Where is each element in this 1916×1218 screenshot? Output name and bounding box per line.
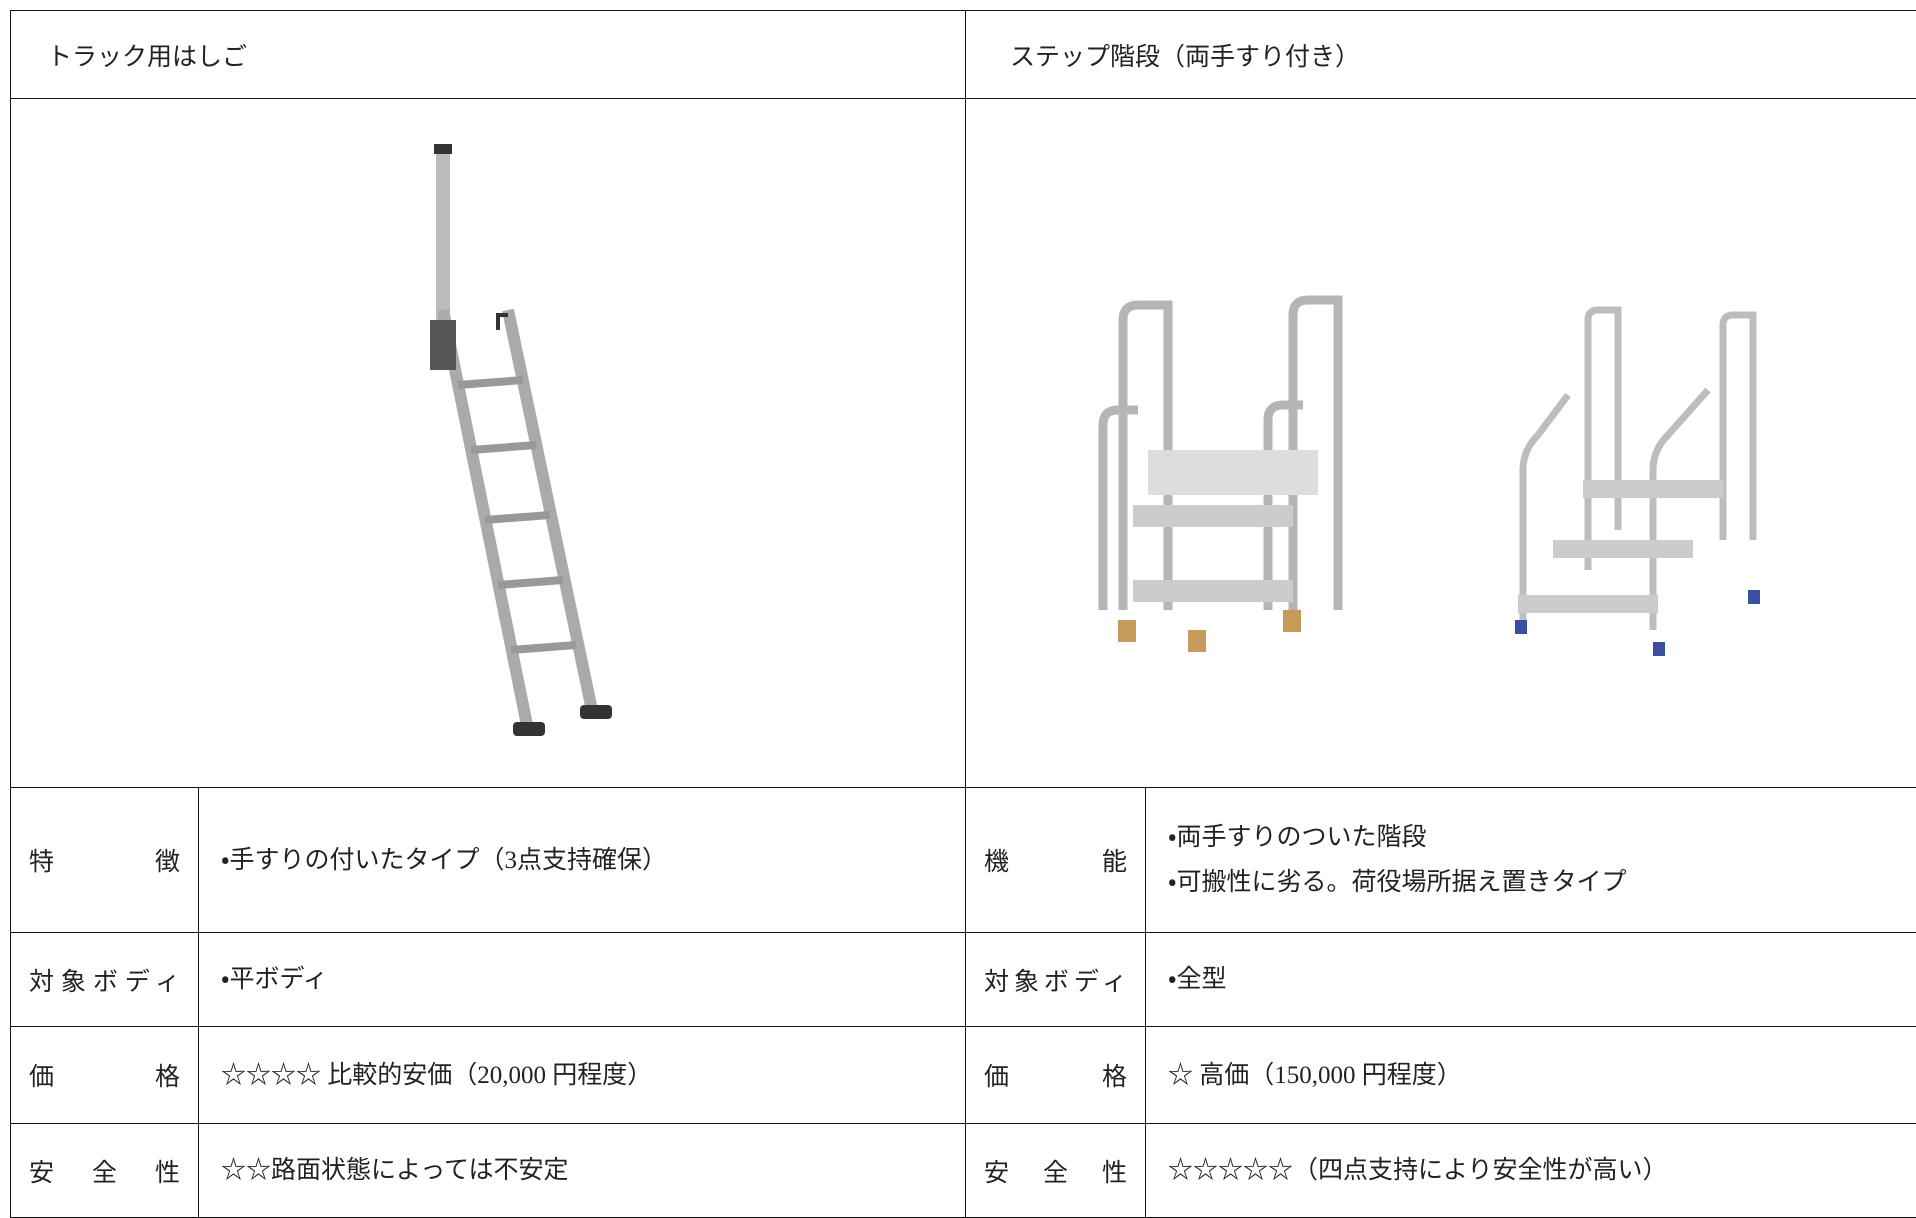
label-text: 価格 bbox=[29, 1057, 180, 1093]
row-label: 対象ボディ bbox=[11, 933, 199, 1027]
step-image bbox=[1063, 210, 1823, 670]
row-text: ・手すりの付いたタイプ（3点支持確保） bbox=[199, 788, 966, 933]
text-line: ☆☆☆☆☆（四点支持により安全性が高い） bbox=[1168, 1148, 1916, 1193]
comparison-table: トラック用はしご ステップ階段（両手すり付き） 特徴 ・手すりの付いたタイプ（3… bbox=[10, 10, 1916, 1218]
label-text: 安全性 bbox=[984, 1153, 1127, 1189]
text-line: ☆☆路面状態によっては不安定 bbox=[221, 1148, 965, 1193]
table-row: 安全性 ☆☆路面状態によっては不安定 安全性 ☆☆☆☆☆（四点支持により安全性が… bbox=[11, 1124, 1916, 1218]
row-text: ☆☆☆☆ 比較的安価（20,000 円程度） bbox=[199, 1027, 966, 1124]
table-row: 対象ボディ ・平ボディ 対象ボディ ・全型 bbox=[11, 933, 1916, 1027]
image-cell bbox=[966, 99, 1916, 788]
row-label: 価格 bbox=[966, 1027, 1146, 1124]
row-text: ☆☆☆☆☆（四点支持により安全性が高い） bbox=[1146, 1124, 1916, 1218]
row-text: ・平ボディ bbox=[199, 933, 966, 1027]
image-cell bbox=[11, 99, 966, 788]
column-title: ステップ階段（両手すり付き） bbox=[966, 11, 1916, 99]
header-row: トラック用はしご ステップ階段（両手すり付き） bbox=[11, 11, 1916, 99]
label-text: 対象ボディ bbox=[984, 962, 1127, 998]
text-line: ・手すりの付いたタイプ（3点支持確保） bbox=[221, 838, 965, 883]
label-text: 対象ボディ bbox=[29, 962, 180, 998]
text-line: ☆☆☆☆ 比較的安価（20,000 円程度） bbox=[221, 1053, 965, 1098]
ladder-image bbox=[358, 130, 658, 750]
label-text: 特徴 bbox=[29, 842, 180, 878]
row-label: 安全性 bbox=[11, 1124, 199, 1218]
row-label: 価格 bbox=[11, 1027, 199, 1124]
row-text: ・全型 bbox=[1146, 933, 1916, 1027]
text-line: ・可搬性に劣る。荷役場所据え置きタイプ bbox=[1168, 860, 1916, 905]
row-label: 安全性 bbox=[966, 1124, 1146, 1218]
image-row bbox=[11, 99, 1916, 788]
label-text: 価格 bbox=[984, 1057, 1127, 1093]
table-row: 価格 ☆☆☆☆ 比較的安価（20,000 円程度） 価格 ☆ 高価（150,00… bbox=[11, 1027, 1916, 1124]
row-label: 機能 bbox=[966, 788, 1146, 933]
label-text: 安全性 bbox=[29, 1153, 180, 1189]
text-line: ・両手すりのついた階段 bbox=[1168, 815, 1916, 860]
text-line: ☆ 高価（150,000 円程度） bbox=[1168, 1053, 1916, 1098]
text-line: ・平ボディ bbox=[221, 957, 965, 1002]
row-text: ☆☆路面状態によっては不安定 bbox=[199, 1124, 966, 1218]
row-label: 特徴 bbox=[11, 788, 199, 933]
column-title: トラック用はしご bbox=[11, 11, 966, 99]
row-text: ☆ 高価（150,000 円程度） bbox=[1146, 1027, 1916, 1124]
label-text: 機能 bbox=[984, 842, 1127, 878]
table-row: 特徴 ・手すりの付いたタイプ（3点支持確保） 機能 ・両手すりのついた階段・可搬… bbox=[11, 788, 1916, 933]
text-line: ・全型 bbox=[1168, 957, 1916, 1002]
row-text: ・両手すりのついた階段・可搬性に劣る。荷役場所据え置きタイプ bbox=[1146, 788, 1916, 933]
row-label: 対象ボディ bbox=[966, 933, 1146, 1027]
